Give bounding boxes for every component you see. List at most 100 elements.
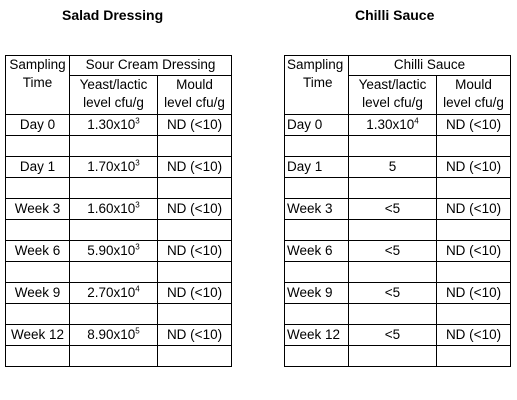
yeast-level-cell: 5.90x103 [69,240,158,262]
empty-cell [156,261,233,283]
yeast-level-value: 2.70x10 [87,285,136,300]
empty-cell [284,135,349,157]
yeast-level-value: <5 [384,201,401,216]
empty-cell [348,219,437,241]
empty-cell [69,303,158,325]
spacer-row [5,177,233,199]
mould-level-cell: ND (<10) [435,240,512,262]
yeast-level-exponent: 3 [135,200,140,210]
mould-level-cell: ND (<10) [156,114,233,136]
mould-level-header: Mould level cfu/g [435,75,512,115]
empty-cell [348,261,437,283]
yeast-level-header-line1: Yeast/lactic [79,77,148,92]
yeast-level-value: <5 [384,285,401,300]
sampling-time-header: Sampling Time [5,55,70,115]
yeast-level-cell: <5 [348,282,437,304]
table-row: Day 1 1.70x103 ND (<10) [5,156,233,178]
spacer-row [5,261,233,283]
sampling-time-header-line1: Sampling [287,57,344,72]
empty-cell [348,303,437,325]
sampling-time-cell: Week 12 [5,324,70,346]
sampling-time-cell: Week 3 [284,198,349,220]
mould-level-cell: ND (<10) [435,324,512,346]
salad-dressing-table: Sampling Time Sour Cream Dressing Yeast/… [5,55,233,367]
mould-level-header-line2: level cfu/g [164,95,225,110]
table-row: Week 6 5.90x103 ND (<10) [5,240,233,262]
yeast-level-cell: 1.70x103 [69,156,158,178]
sampling-time-cell: Week 12 [284,324,349,346]
empty-cell [348,345,437,367]
sampling-time-cell: Week 9 [5,282,70,304]
yeast-level-cell: <5 [348,198,437,220]
spacer-row [5,345,233,367]
empty-cell [156,177,233,199]
sampling-time-cell: Day 1 [5,156,70,178]
yeast-level-value: 5.90x10 [87,243,136,258]
spacer-row [5,135,233,157]
empty-cell [156,345,233,367]
mould-level-cell: ND (<10) [156,282,233,304]
empty-cell [435,219,512,241]
empty-cell [435,135,512,157]
empty-cell [69,261,158,283]
empty-cell [5,303,70,325]
mould-level-cell: ND (<10) [156,324,233,346]
header-row-columns: Yeast/lactic level cfu/g Mould level cfu… [6,75,233,115]
empty-cell [435,345,512,367]
sampling-time-header: Sampling Time [284,55,349,115]
yeast-level-exponent: 4 [135,284,140,294]
salad-dressing-table-body: Sampling Time Sour Cream Dressing Yeast/… [5,55,233,367]
header-row-group: Sampling Time Sour Cream Dressing [5,55,233,115]
yeast-level-value: <5 [384,243,401,258]
empty-cell [69,345,158,367]
table-row: Week 6 <5 ND (<10) [284,240,512,262]
spacer-row [284,135,512,157]
spacer-row [284,345,512,367]
empty-cell [156,303,233,325]
spacer-row [284,219,512,241]
yeast-level-exponent: 4 [414,116,419,126]
yeast-level-exponent: 3 [135,242,140,252]
table-row: Day 0 1.30x103 ND (<10) [5,114,233,136]
yeast-level-value: 1.30x10 [366,117,415,132]
yeast-level-value: 5 [388,159,397,174]
sampling-time-cell: Day 0 [5,114,70,136]
table-row: Day 0 1.30x104 ND (<10) [284,114,512,136]
empty-cell [284,345,349,367]
table-row: Week 9 <5 ND (<10) [284,282,512,304]
table-row: Week 3 1.60x103 ND (<10) [5,198,233,220]
empty-cell [348,135,437,157]
yeast-level-cell: 1.60x103 [69,198,158,220]
header-row-columns: Yeast/lactic level cfu/g Mould level cfu… [285,75,512,115]
empty-cell [156,135,233,157]
empty-cell [5,345,70,367]
yeast-level-value: 1.70x10 [87,159,136,174]
sampling-time-cell: Week 6 [5,240,70,262]
sampling-time-cell: Day 0 [284,114,349,136]
empty-cell [5,219,70,241]
yeast-level-cell: 1.30x103 [69,114,158,136]
sampling-time-cell: Week 3 [5,198,70,220]
table-row: Week 12 <5 ND (<10) [284,324,512,346]
empty-cell [5,135,70,157]
spacer-row [5,303,233,325]
table-row: Week 12 8.90x105 ND (<10) [5,324,233,346]
yeast-level-value: 1.60x10 [87,201,136,216]
mould-level-cell: ND (<10) [435,114,512,136]
empty-cell [5,177,70,199]
salad-dressing-title: Salad Dressing [62,7,164,23]
product-group-header: Chilli Sauce [347,55,512,76]
chilli-sauce-table-body: Sampling Time Chilli Sauce Yeast/lactic … [284,55,512,367]
empty-cell [69,177,158,199]
spacer-row [284,261,512,283]
empty-cell [69,219,158,241]
yeast-level-value: 1.30x10 [87,117,136,132]
empty-cell [5,261,70,283]
yeast-level-header: Yeast/lactic level cfu/g [348,75,437,115]
yeast-level-header-line1: Yeast/lactic [358,77,427,92]
spacer-row [5,219,233,241]
yeast-level-cell: 8.90x105 [69,324,158,346]
chilli-sauce-table: Sampling Time Chilli Sauce Yeast/lactic … [284,55,512,367]
empty-cell [435,177,512,199]
mould-level-header-line2: level cfu/g [443,95,504,110]
